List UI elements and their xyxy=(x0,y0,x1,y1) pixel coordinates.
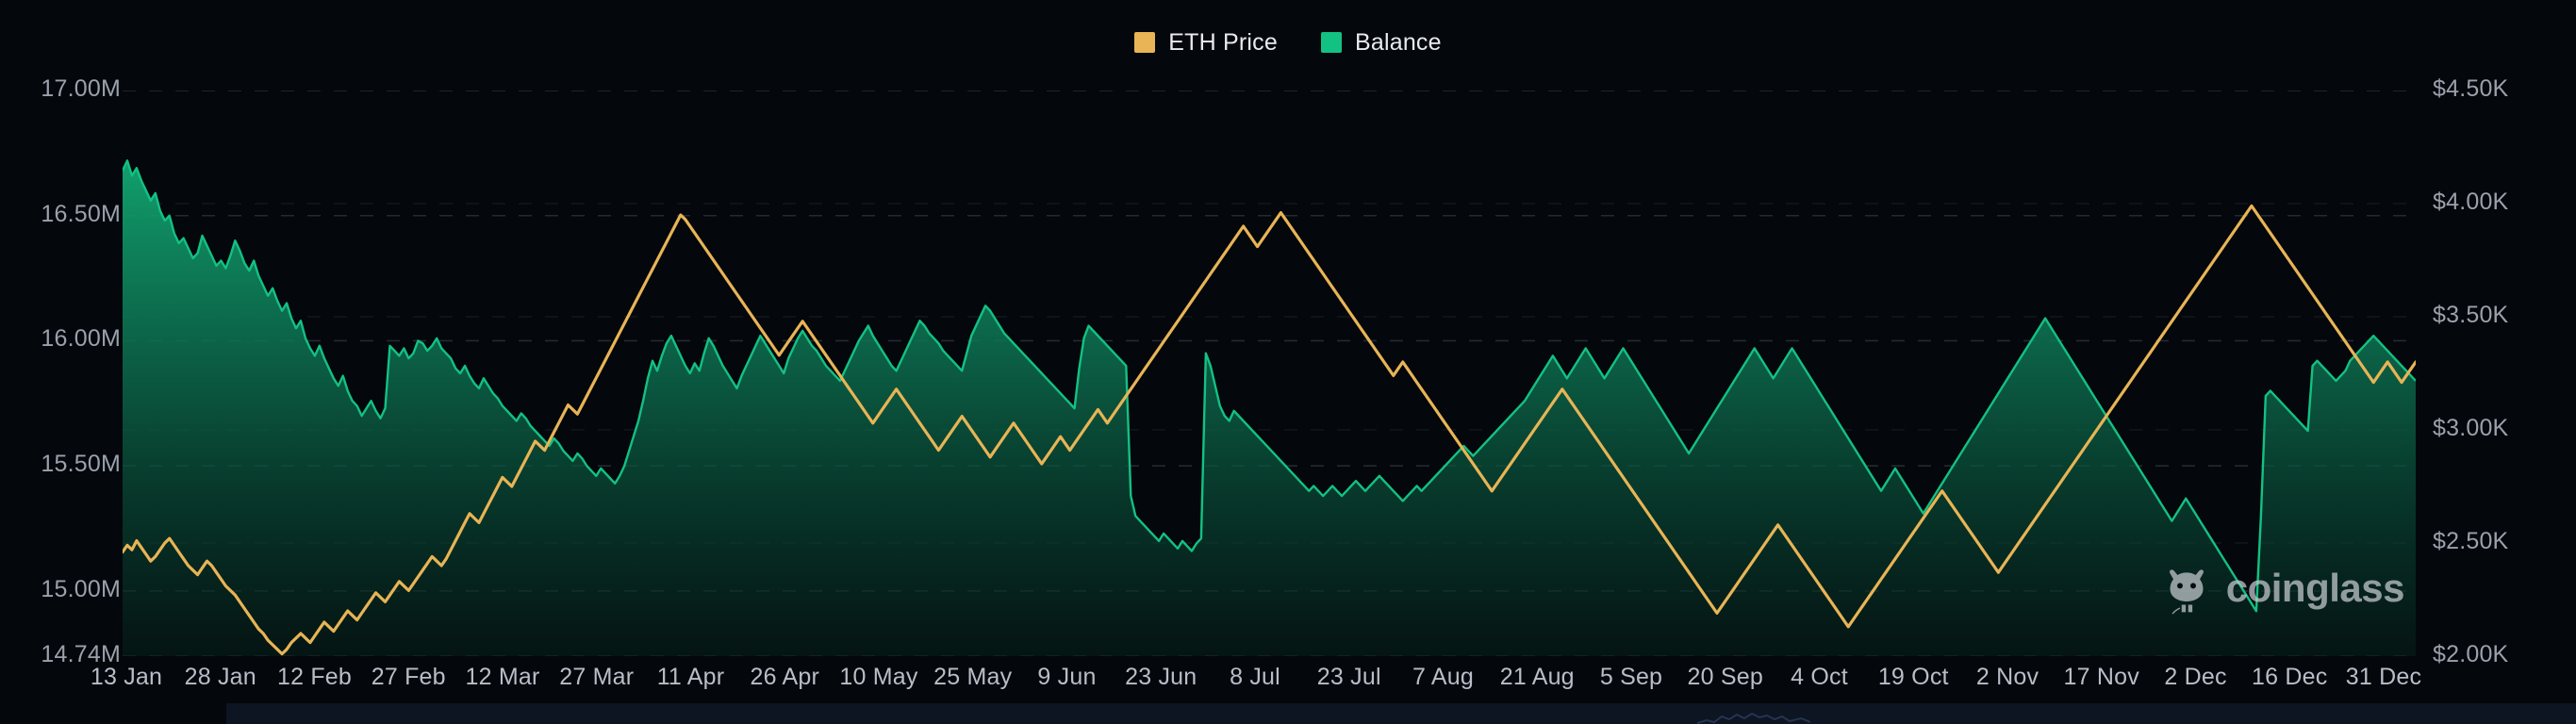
right-axis-tick: $2.50K xyxy=(2433,528,2509,554)
x-axis-tick: 11 Apr xyxy=(656,664,725,690)
right-axis-tick: $4.50K xyxy=(2433,75,2509,102)
x-axis-tick: 12 Mar xyxy=(465,664,540,690)
x-axis-tick: 23 Jul xyxy=(1316,664,1381,690)
x-axis-tick: 27 Feb xyxy=(371,664,446,690)
x-axis-tick: 2 Dec xyxy=(2164,664,2227,690)
x-date-axis: 13 Jan 28 Jan 12 Feb 27 Feb 12 Mar 27 Mar 11 A… xyxy=(0,660,2576,703)
balance-line-path xyxy=(123,159,2416,613)
left-axis-tick: 15.00M xyxy=(41,575,121,602)
chart-legend: ETH Price Balance xyxy=(0,26,2576,58)
x-axis-tick: 13 Jan xyxy=(90,664,163,690)
balance-swatch-icon xyxy=(1320,32,1342,53)
right-axis-tick: $3.50K xyxy=(2433,302,2509,328)
x-axis-tick: 28 Jan xyxy=(184,664,256,690)
left-axis-tick: 16.00M xyxy=(41,325,121,353)
right-axis-tick: $3.00K xyxy=(2433,415,2509,441)
x-axis-tick: 7 Aug xyxy=(1412,664,1474,690)
right-axis-tick: $2.00K xyxy=(2433,641,2509,667)
x-axis-tick: 20 Sep xyxy=(1687,664,1763,690)
x-axis-tick: 10 May xyxy=(839,664,918,690)
legend-label-eth-price: ETH Price xyxy=(1168,28,1278,56)
left-axis-tick: 17.00M xyxy=(41,75,121,102)
legend-label-balance: Balance xyxy=(1354,28,1442,56)
x-axis-tick: 19 Oct xyxy=(1877,664,1949,690)
x-axis-tick: 25 May xyxy=(933,664,1013,690)
x-axis-tick: 16 Dec xyxy=(2252,664,2328,690)
x-axis-tick: 8 Jul xyxy=(1230,664,1280,690)
eth-price-line-path xyxy=(123,204,2416,656)
x-axis-tick: 5 Sep xyxy=(1599,664,1663,690)
x-axis-tick: 4 Oct xyxy=(1791,664,1848,690)
plot-svg xyxy=(123,90,2416,656)
x-axis-tick: 31 Dec xyxy=(2345,664,2422,690)
balance-area-path xyxy=(123,160,2416,656)
right-axis-tick: $4.00K xyxy=(2433,189,2509,215)
x-axis-tick: 26 Apr xyxy=(750,664,819,690)
plot-area[interactable] xyxy=(123,90,2416,656)
x-axis-tick: 12 Feb xyxy=(276,664,353,690)
eth-price-swatch-icon xyxy=(1134,32,1156,53)
legend-item-balance[interactable]: Balance xyxy=(1320,28,1442,57)
x-axis-tick: 27 Mar xyxy=(559,664,635,690)
x-axis-tick: 21 Aug xyxy=(1499,664,1575,690)
x-axis-tick: 2 Nov xyxy=(1975,664,2039,690)
legend-item-eth-price[interactable]: ETH Price xyxy=(1134,29,1278,57)
left-axis-tick: 15.50M xyxy=(41,451,121,478)
x-axis-tick: 23 Jun xyxy=(1125,664,1197,690)
x-axis-tick: 9 Jun xyxy=(1037,664,1097,690)
left-axis-tick: 16.50M xyxy=(41,200,121,227)
bottom-sparkline-icon xyxy=(1697,712,1810,724)
left-axis-tick: 14.74M xyxy=(41,641,121,667)
bottom-panel-edge xyxy=(226,703,2576,724)
x-axis-tick: 17 Nov xyxy=(2063,664,2139,690)
